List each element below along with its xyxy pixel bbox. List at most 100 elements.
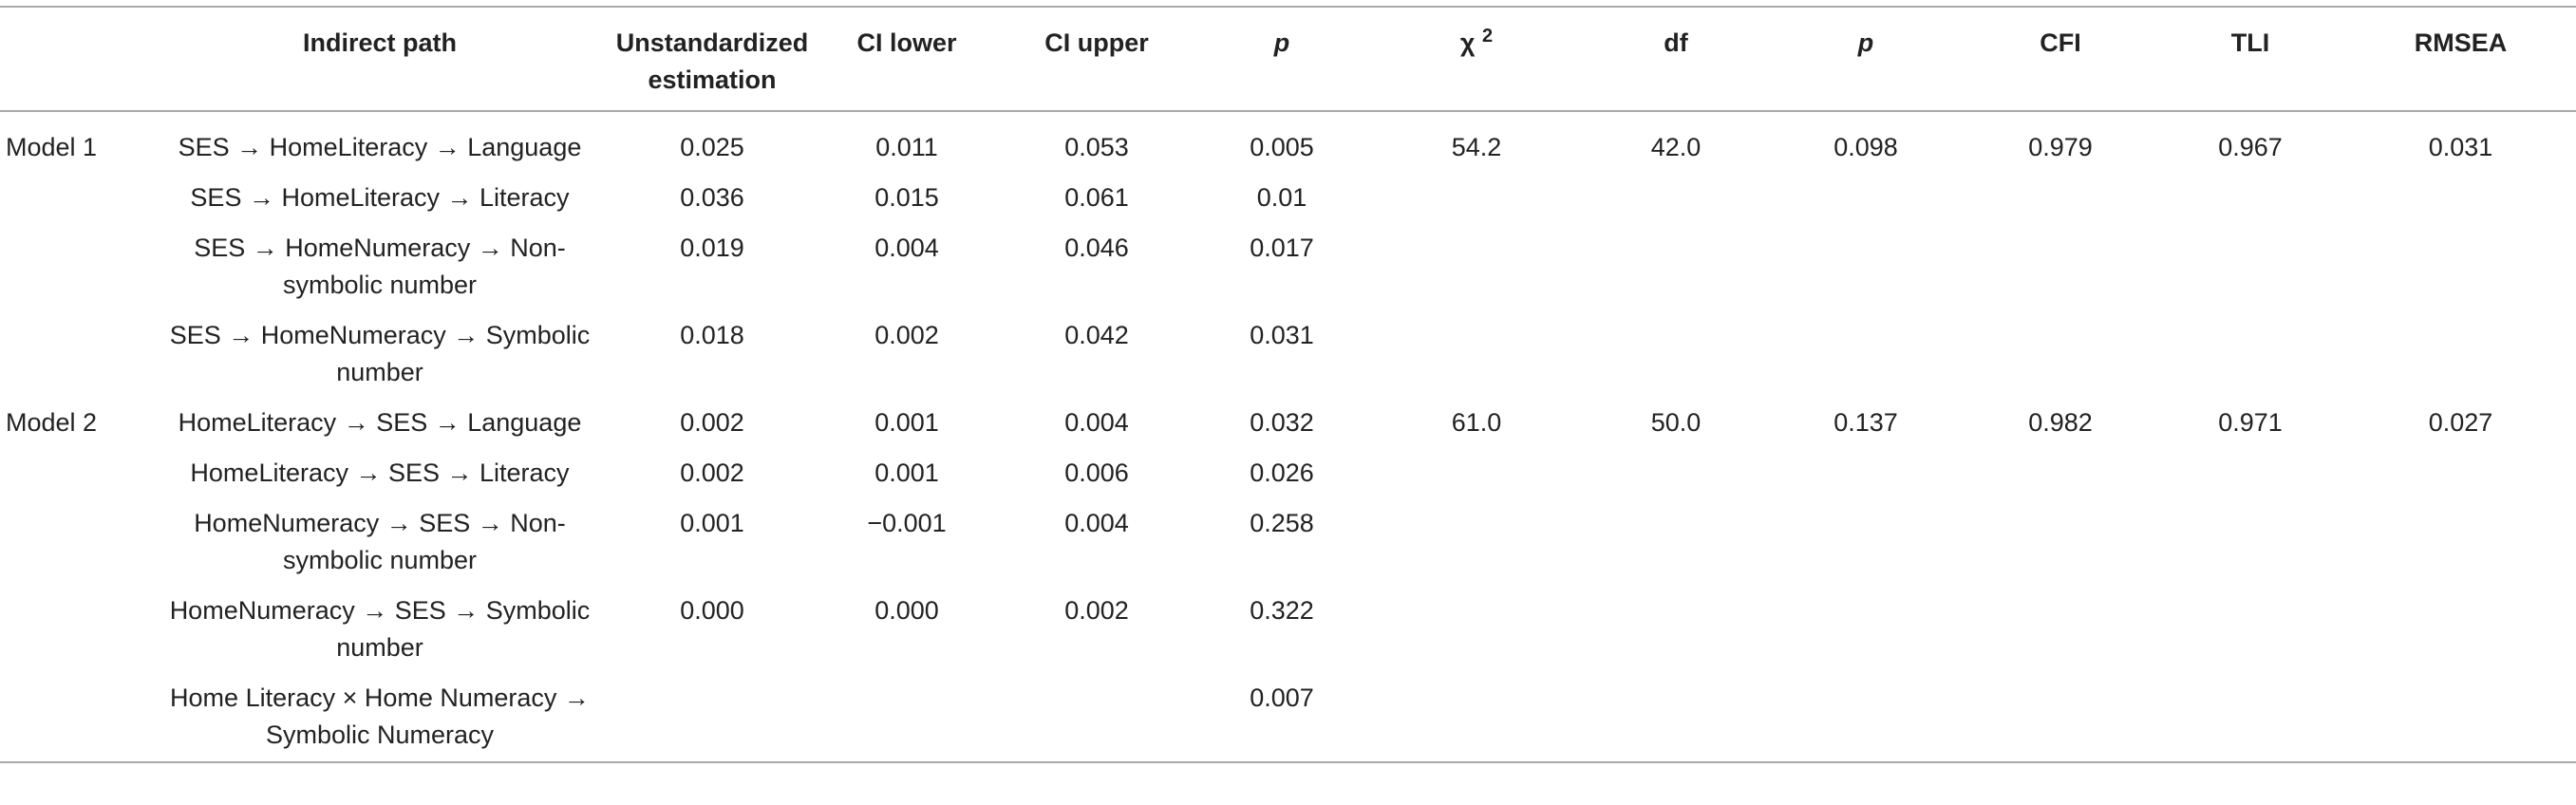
path-text: HomeLiteracy → SES → Language [178,408,582,437]
cell-p-model [1766,449,1965,499]
cell-path: SES → HomeNumeracy → Symbolic number [152,311,608,399]
cell-ci-lower: 0.000 [874,596,939,625]
cell-ci-lower: 0.011 [875,133,938,161]
header-tli: TLI [2230,28,2270,57]
table-body: Model 1 SES → HomeLiteracy → Language 0.… [0,111,2576,762]
cell-chi-square [1367,311,1586,399]
cell-p: 0.026 [1250,459,1314,487]
cell-cfi [1965,499,2155,587]
cell-model [0,587,152,674]
cell-chi-square: 54.2 [1451,133,1502,161]
cell-tli [2155,674,2345,762]
cell-p: 0.017 [1250,234,1314,262]
path-text: Home Literacy × Home Numeracy → Symbolic… [170,683,590,749]
cell-estimation: 0.002 [680,408,744,437]
header-chi-square: χ 2 [1367,7,1586,111]
indirect-path-table: Indirect path Unstandardized estimation … [0,6,2576,763]
cell-p-model [1766,174,1965,224]
cell-ci-upper: 0.004 [1064,509,1129,537]
cell-tli [2155,499,2345,587]
cell-rmsea: 0.031 [2428,133,2493,161]
cell-tli [2155,174,2345,224]
cell-estimation: 0.002 [680,459,744,487]
cell-p-model [1766,587,1965,674]
table-row: SES → HomeLiteracy → Literacy 0.036 0.01… [0,174,2576,224]
cell-p-model [1766,674,1965,762]
cell-df [1586,311,1766,399]
cell-rmsea [2345,449,2576,499]
cell-chi-square: 61.0 [1451,408,1502,437]
cell-ci-lower [817,674,997,762]
cell-df [1586,674,1766,762]
cell-ci-lower: −0.001 [867,509,947,537]
cell-tli [2155,311,2345,399]
cell-cfi [1965,674,2155,762]
header-p: p [1273,28,1290,57]
cell-cfi [1965,174,2155,224]
cell-estimation: 0.000 [680,596,744,625]
cell-estimation: 0.019 [680,234,744,262]
cell-p: 0.322 [1250,596,1314,625]
table-header: Indirect path Unstandardized estimation … [0,7,2576,111]
cell-path: HomeNumeracy → SES → Non-symbolic number [152,499,608,587]
cell-cfi: 0.979 [2028,133,2093,161]
cell-p: 0.01 [1256,183,1307,212]
cell-chi-square [1367,674,1586,762]
cell-cfi [1965,449,2155,499]
cell-rmsea [2345,311,2576,399]
cell-p: 0.032 [1250,408,1314,437]
cell-p-model: 0.098 [1833,133,1898,161]
table-row: Model 1 SES → HomeLiteracy → Language 0.… [0,111,2576,174]
header-ci-upper: CI upper [1044,28,1149,57]
path-text: SES → HomeLiteracy → Language [178,133,582,161]
table-row: HomeNumeracy → SES → Symbolic number 0.0… [0,587,2576,674]
cell-cfi: 0.982 [2028,408,2093,437]
cell-tli [2155,449,2345,499]
cell-ci-lower: 0.001 [874,408,939,437]
cell-ci-upper: 0.061 [1064,183,1129,212]
cell-ci-lower: 0.002 [874,321,939,349]
cell-df: 42.0 [1650,133,1702,161]
cell-df [1586,449,1766,499]
cell-p-model [1766,311,1965,399]
cell-estimation: 0.001 [680,509,744,537]
header-model [0,7,152,111]
cell-ci-upper [997,674,1196,762]
cell-cfi [1965,224,2155,311]
cell-model [0,449,152,499]
table-row: SES → HomeNumeracy → Non-symbolic number… [0,224,2576,311]
header-unstandardized-estimation: Unstandardized estimation [608,7,817,111]
cell-ci-upper: 0.053 [1064,133,1129,161]
cell-ci-lower: 0.001 [874,459,939,487]
cell-path: SES → HomeNumeracy → Non-symbolic number [152,224,608,311]
header-chi-symbol: χ [1459,28,1476,57]
cell-tli [2155,587,2345,674]
cell-cfi [1965,311,2155,399]
cell-tli [2155,224,2345,311]
cell-estimation: 0.036 [680,183,744,212]
cell-model [0,674,152,762]
cell-rmsea: 0.027 [2428,408,2493,437]
cell-chi-square [1367,224,1586,311]
cell-ci-upper: 0.042 [1064,321,1129,349]
cell-rmsea [2345,499,2576,587]
cell-ci-upper: 0.046 [1064,234,1129,262]
path-text: SES → HomeNumeracy → Non-symbolic number [194,234,566,299]
table-row: Home Literacy × Home Numeracy → Symbolic… [0,674,2576,762]
cell-p: 0.005 [1250,133,1314,161]
cell-chi-square [1367,499,1586,587]
header-p-model: p [1857,28,1874,57]
cell-path: SES → HomeLiteracy → Literacy [152,174,608,224]
cell-p: 0.258 [1250,509,1314,537]
path-text: SES → HomeLiteracy → Literacy [190,183,570,212]
cell-estimation: 0.025 [680,133,744,161]
header-ci-lower: CI lower [856,28,957,57]
cell-cfi [1965,587,2155,674]
cell-tli: 0.971 [2218,408,2283,437]
cell-model [0,499,152,587]
cell-df [1586,224,1766,311]
cell-df [1586,587,1766,674]
cell-p: 0.007 [1250,683,1314,712]
cell-path: HomeLiteracy → SES → Language [152,399,608,449]
cell-rmsea [2345,174,2576,224]
